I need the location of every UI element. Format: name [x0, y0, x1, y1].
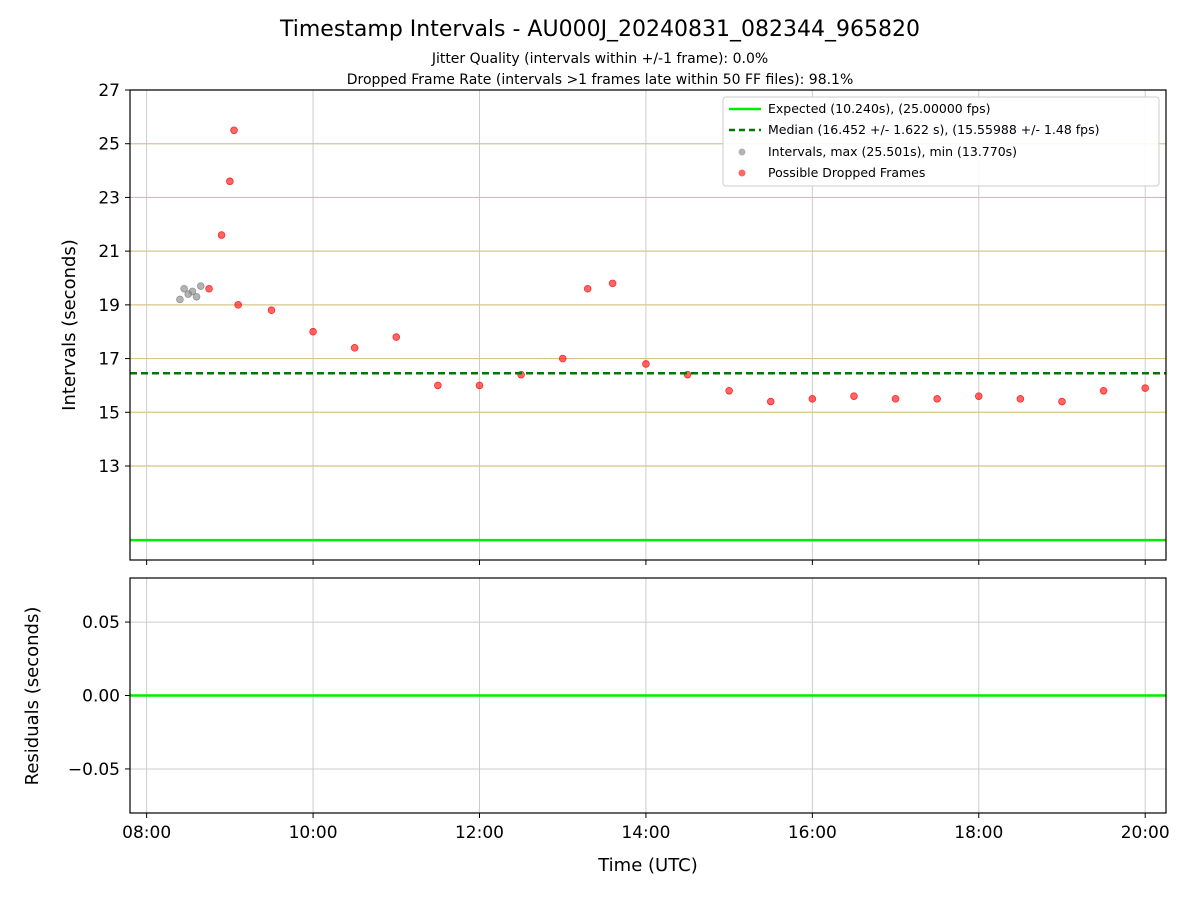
chart-subtitle-jitter: Jitter Quality (intervals within +/-1 fr… — [431, 51, 768, 67]
x-tick-label: 16:00 — [788, 823, 837, 843]
chart-title: Timestamp Intervals - AU000J_20240831_08… — [279, 17, 920, 42]
x-tick-label: 18:00 — [954, 823, 1003, 843]
y-tick-label: 13 — [98, 457, 120, 477]
dropped-frame-point — [583, 284, 592, 293]
x-tick-label: 08:00 — [122, 823, 171, 843]
interval-point — [192, 292, 201, 301]
legend-swatch-dropped — [738, 169, 746, 177]
y-tick-label: 0.00 — [82, 687, 120, 707]
dropped-frame-point — [1058, 397, 1066, 406]
dropped-frame-point — [230, 126, 238, 135]
legend-label-median: Median (16.452 +/- 1.622 s), (15.55988 +… — [768, 122, 1099, 137]
dropped-frame-point — [350, 344, 359, 352]
y-tick-label: 17 — [98, 350, 120, 370]
x-axis-label: Time (UTC) — [597, 855, 698, 876]
legend-label-dropped: Possible Dropped Frames — [768, 165, 925, 180]
interval-point — [188, 287, 197, 296]
y-tick-label: 0.05 — [82, 613, 120, 633]
dropped-frame-point — [808, 395, 817, 403]
y-tick-label: 25 — [98, 135, 120, 155]
legend: Expected (10.240s), (25.00000 fps) Media… — [722, 96, 1160, 187]
interval-point — [180, 284, 188, 293]
intervals-plot: 13 15 17 19 21 23 25 27 Intervals (seconds) — [59, 81, 1167, 561]
y-tick-label: 23 — [98, 188, 120, 208]
dropped-frame-point — [226, 177, 234, 186]
residuals-plot: 0.05 0.00 −0.05 08:00 10:00 12:00 14:00 16:00 1… — [22, 560, 1170, 876]
interval-point — [196, 282, 205, 290]
residuals-y-axis-label: Residuals (seconds) — [22, 607, 43, 786]
dropped-frame-point — [725, 386, 733, 395]
interval-point — [176, 295, 184, 304]
dropped-frame-point — [974, 392, 983, 400]
y-tick-label: 19 — [98, 296, 120, 316]
dropped-frame-point — [933, 395, 941, 403]
dropped-frame-point — [234, 301, 242, 309]
legend-box — [722, 96, 1160, 187]
x-tick-label: 20:00 — [1121, 823, 1170, 843]
legend-label-expected: Expected (10.240s), (25.00000 fps) — [768, 101, 990, 116]
dropped-frame-point — [1099, 386, 1108, 395]
dropped-frame-point — [392, 333, 401, 341]
y-tick-label: 21 — [98, 242, 120, 262]
x-tick-label: 12:00 — [455, 823, 504, 843]
dropped-frame-point — [558, 354, 567, 363]
dropped-frame-point — [1141, 384, 1149, 392]
chart-subtitle-dropped: Dropped Frame Rate (intervals >1 frames … — [347, 72, 854, 88]
dropped-frame-point — [205, 284, 213, 293]
y-tick-label: −0.05 — [68, 760, 120, 780]
legend-label-intervals: Intervals, max (25.501s), min (13.770s) — [768, 144, 1017, 159]
dropped-frame-point — [309, 327, 317, 336]
x-tick-label: 14:00 — [621, 823, 670, 843]
dropped-frame-point — [217, 231, 226, 239]
y-tick-label: 27 — [98, 81, 120, 101]
dropped-frame-point — [267, 306, 276, 315]
dropped-frame-point — [434, 381, 442, 390]
legend-swatch-intervals — [738, 148, 746, 156]
dropped-frame-point — [475, 381, 484, 390]
dropped-frame-point — [642, 360, 650, 368]
x-tick-label: 10:00 — [289, 823, 338, 843]
dropped-frame-point — [608, 279, 617, 288]
intervals-plot-frame — [129, 89, 1167, 561]
dropped-frame-point — [891, 395, 900, 403]
dropped-frame-point — [1016, 395, 1025, 403]
intervals-y-axis-label: Intervals (seconds) — [59, 239, 80, 411]
y-tick-label: 15 — [98, 403, 120, 423]
dropped-frame-point — [850, 392, 858, 400]
dropped-frame-point — [766, 397, 775, 406]
